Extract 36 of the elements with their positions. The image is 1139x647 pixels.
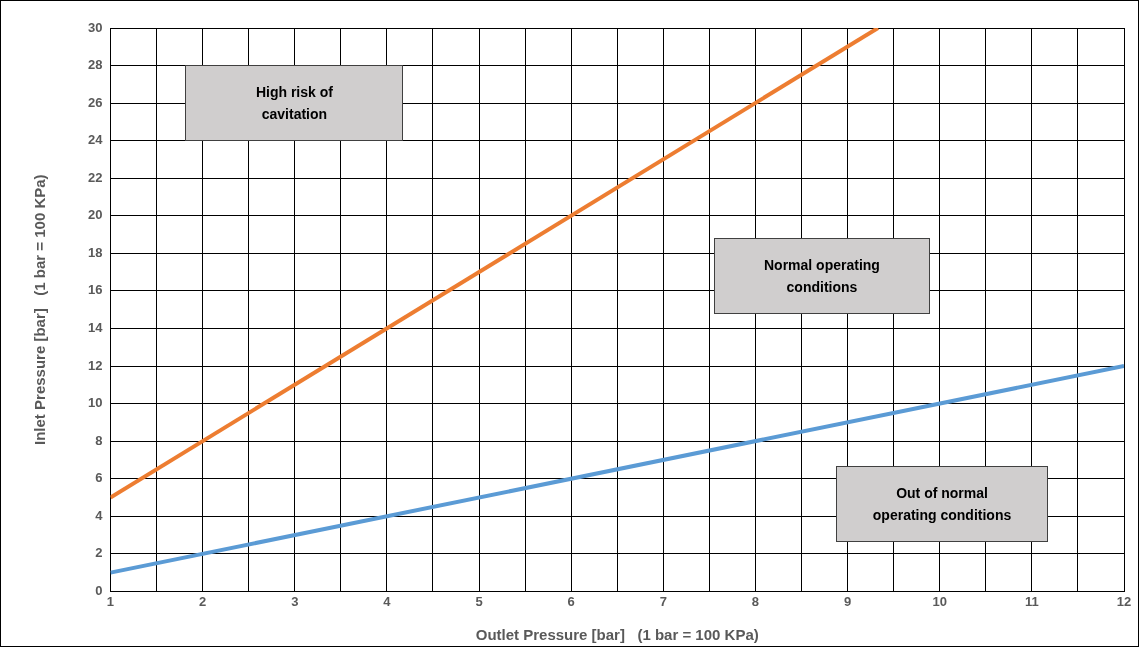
- x-tick-label: 10: [932, 593, 947, 609]
- y-tick-label: 20: [87, 207, 103, 223]
- y-tick-label: 0: [95, 582, 103, 598]
- y-tick-label: 14: [87, 320, 104, 336]
- x-tick-label: 8: [751, 593, 760, 609]
- annotation: High risk of cavitation: [254, 83, 334, 125]
- annotation: Out of normal operating conditions: [871, 484, 1013, 526]
- y-tick-label: 4: [95, 507, 104, 523]
- y-tick-label: 10: [87, 395, 103, 411]
- y-tick-label: 26: [87, 94, 103, 110]
- y-tick-label: 30: [87, 19, 103, 35]
- y-tick-label: 18: [87, 244, 103, 260]
- y-tick-label: 16: [87, 282, 103, 298]
- x-tick-label: 7: [659, 593, 667, 609]
- x-tick-label: 11: [1024, 593, 1039, 609]
- x-tick-label: 12: [1116, 593, 1132, 609]
- y-tick-label: 28: [87, 57, 103, 73]
- annotation: Normal operating conditions: [763, 255, 881, 297]
- y-tick-label: 24: [87, 132, 104, 148]
- note-box: High risk of cavitation: [185, 65, 404, 142]
- x-tick-label: 1: [106, 593, 115, 609]
- note-box: Out of normal operating conditions: [836, 466, 1048, 543]
- y-tick-label: 6: [95, 470, 103, 486]
- x-axis-title: Outlet Pressure [bar] (1 bar = 100 KPa): [475, 625, 759, 643]
- x-tick-label: 2: [198, 593, 207, 609]
- note-box: Normal operating conditions: [713, 237, 931, 314]
- y-tick-label: 12: [87, 357, 103, 373]
- y-tick-label: 2: [95, 545, 103, 561]
- x-tick-label: 4: [383, 593, 392, 609]
- y-tick-label: 8: [95, 432, 103, 448]
- x-tick-label: 9: [843, 593, 852, 609]
- x-tick-label: 3: [291, 593, 299, 609]
- x-tick-label: 5: [475, 593, 483, 609]
- y-tick-label: 22: [87, 169, 103, 185]
- y-axis-title: Inlet Pressure [bar] (1 bar = 100 KPa): [30, 174, 48, 445]
- x-tick-label: 6: [567, 593, 575, 609]
